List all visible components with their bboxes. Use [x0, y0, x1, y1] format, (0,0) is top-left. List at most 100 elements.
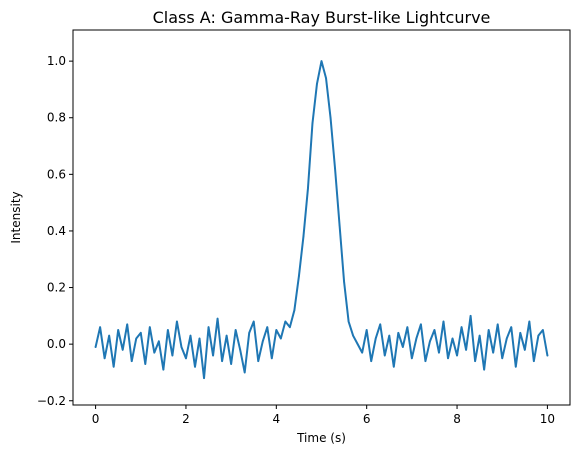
data-point	[230, 363, 232, 365]
y-tick-label: 1.0	[47, 54, 66, 68]
data-point	[117, 329, 119, 331]
data-point	[343, 281, 345, 283]
data-point	[487, 329, 490, 331]
data-point	[514, 365, 517, 368]
data-point	[167, 329, 169, 331]
data-point	[524, 349, 526, 351]
data-point	[130, 360, 133, 362]
data-point	[433, 329, 436, 331]
data-point	[153, 351, 156, 354]
data-point	[189, 334, 192, 337]
data-point	[478, 334, 481, 337]
data-point	[221, 360, 223, 362]
data-point	[126, 323, 129, 326]
data-point	[501, 357, 504, 360]
data-point	[325, 77, 327, 79]
data-point	[266, 326, 269, 328]
data-point	[456, 354, 458, 357]
data-point	[465, 349, 467, 351]
data-point	[483, 368, 485, 371]
data-point	[293, 309, 296, 311]
data-point	[519, 332, 522, 334]
data-point	[180, 346, 183, 348]
data-point	[356, 343, 359, 345]
data-point	[112, 365, 115, 368]
data-point	[207, 326, 210, 328]
data-point	[94, 346, 97, 348]
data-point	[528, 320, 531, 323]
data-point	[198, 337, 201, 340]
data-point	[415, 337, 418, 340]
data-point	[194, 365, 196, 368]
data-point	[411, 357, 413, 360]
x-tick-label: 2	[182, 412, 190, 426]
x-axis-label: Time (s)	[296, 431, 346, 445]
data-point	[392, 365, 395, 368]
data-point	[257, 360, 260, 362]
y-tick-label: 0.0	[47, 337, 66, 351]
y-tick-label: 0.2	[47, 281, 66, 295]
data-point	[406, 326, 409, 328]
y-tick-label: 0.8	[47, 111, 66, 125]
data-point	[171, 354, 174, 357]
data-point	[533, 360, 535, 362]
data-point	[338, 224, 341, 227]
data-point	[379, 323, 382, 326]
chart-title: Class A: Gamma-Ray Burst-like Lightcurve	[153, 8, 491, 27]
data-point	[451, 337, 454, 340]
data-point	[546, 354, 549, 357]
data-point	[347, 320, 350, 323]
data-point	[144, 363, 147, 365]
data-point	[370, 360, 373, 362]
y-tick-label: 0.4	[47, 224, 66, 238]
data-point	[505, 337, 508, 340]
data-point	[216, 317, 219, 320]
data-point	[139, 332, 142, 334]
data-point	[289, 326, 291, 328]
data-point	[361, 351, 363, 354]
data-point	[158, 340, 160, 343]
axis-layer: 0 2 4 6 8 10 −0.2 0.0 0.2 0.4 0.6 0.8 1.0	[37, 54, 555, 426]
data-point	[469, 315, 472, 317]
data-point	[352, 334, 354, 337]
data-point	[298, 275, 300, 278]
data-point	[203, 377, 205, 379]
data-point	[329, 116, 332, 119]
x-tick-label: 8	[453, 412, 461, 426]
data-point	[284, 320, 287, 323]
data-point	[271, 357, 273, 360]
x-tick-label: 0	[92, 412, 100, 426]
data-point	[537, 334, 540, 337]
data-point	[225, 334, 228, 337]
data-point	[320, 60, 323, 62]
data-point	[316, 82, 318, 85]
data-point	[388, 334, 391, 337]
data-point	[397, 332, 400, 334]
x-tick-label: 10	[540, 412, 555, 426]
data-point	[429, 340, 431, 343]
data-point	[99, 326, 101, 328]
data-point	[334, 167, 336, 170]
data-point	[402, 346, 404, 348]
data-point	[492, 351, 494, 354]
data-point	[162, 368, 165, 371]
data-point	[438, 351, 440, 354]
data-point	[424, 360, 427, 362]
data-point	[474, 360, 476, 362]
data-point	[234, 329, 237, 331]
data-point	[365, 329, 368, 331]
data-layer	[94, 60, 549, 380]
data-point	[442, 320, 445, 323]
data-point	[275, 329, 278, 331]
data-point	[542, 329, 544, 331]
x-tick-label: 6	[363, 412, 371, 426]
data-point	[383, 354, 386, 357]
data-point	[103, 357, 106, 360]
y-tick-label: −0.2	[37, 394, 66, 408]
data-point	[420, 323, 422, 326]
y-tick-label: 0.6	[47, 167, 66, 181]
data-point	[185, 357, 187, 360]
x-tick-label: 4	[272, 412, 280, 426]
